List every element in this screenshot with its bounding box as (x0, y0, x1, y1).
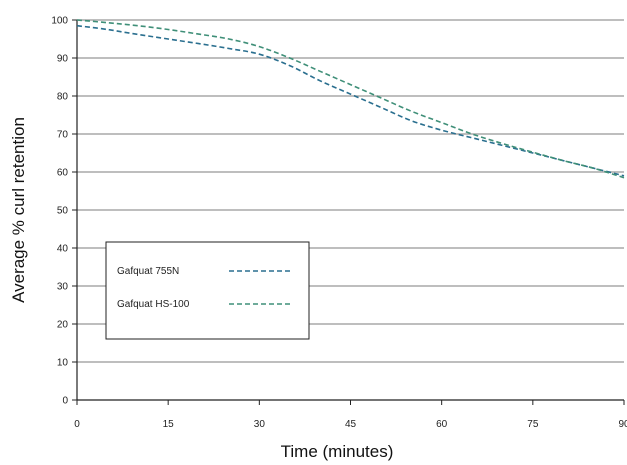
legend-label-gafquat-hs-100: Gafquat HS-100 (117, 299, 190, 310)
x-tick-label: 15 (163, 419, 175, 430)
series-line-gafquat-755n (76, 24, 625, 177)
x-tick-label: 60 (436, 419, 448, 430)
x-axis-label: Time (minutes) (281, 442, 394, 461)
y-axis-ticks: 0 10 20 30 40 50 60 70 80 90 100 (51, 16, 77, 407)
series-line-gafquat-hs-100 (76, 19, 625, 179)
legend-label-gafquat-755n: Gafquat 755N (117, 266, 179, 277)
y-axis-label: Average % curl retention (9, 117, 28, 303)
y-tick-label: 10 (57, 358, 69, 369)
x-axis-ticks: 0 15 30 45 60 75 90 (74, 400, 627, 430)
y-tick-label: 40 (57, 244, 69, 255)
x-tick-label: 75 (527, 419, 539, 430)
y-tick-label: 50 (57, 206, 69, 217)
legend: Gafquat 755N Gafquat HS-100 (105, 241, 310, 340)
y-tick-label: 90 (57, 54, 69, 65)
y-tick-label: 80 (57, 92, 69, 103)
y-tick-label: 30 (57, 282, 69, 293)
y-tick-label: 70 (57, 130, 69, 141)
y-tick-label: 0 (62, 396, 68, 407)
x-tick-label: 30 (254, 419, 266, 430)
x-tick-label: 45 (345, 419, 357, 430)
series-lines (76, 19, 625, 179)
x-tick-label: 0 (74, 419, 80, 430)
y-tick-label: 60 (57, 168, 69, 179)
x-tick-label: 90 (618, 419, 627, 430)
y-tick-label: 20 (57, 320, 69, 331)
y-tick-label: 100 (51, 16, 68, 27)
legend-box (105, 241, 310, 340)
